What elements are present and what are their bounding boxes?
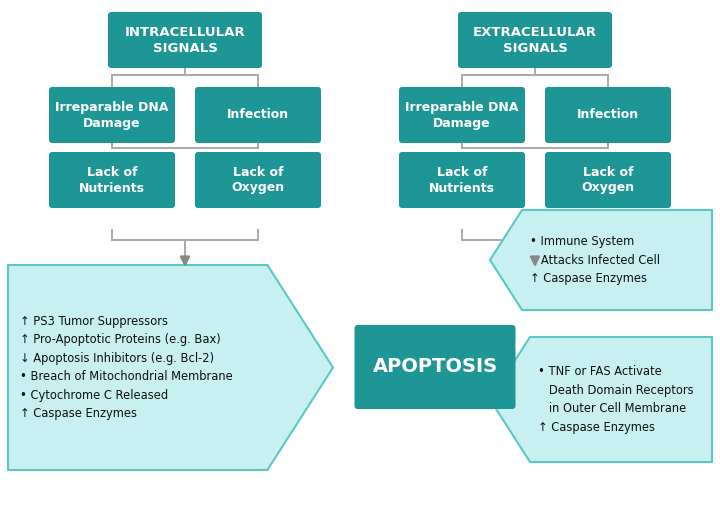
FancyBboxPatch shape <box>354 325 516 409</box>
Polygon shape <box>490 337 712 462</box>
Text: ↑ PS3 Tumor Suppressors
↑ Pro-Apoptotic Proteins (e.g. Bax)
↓ Apoptosis Inhibito: ↑ PS3 Tumor Suppressors ↑ Pro-Apoptotic … <box>20 315 233 420</box>
FancyBboxPatch shape <box>195 87 321 143</box>
Text: Irreparable DNA
Damage: Irreparable DNA Damage <box>405 101 518 129</box>
Polygon shape <box>490 210 712 310</box>
FancyBboxPatch shape <box>545 87 671 143</box>
Text: Infection: Infection <box>577 109 639 121</box>
FancyBboxPatch shape <box>458 12 612 68</box>
FancyBboxPatch shape <box>545 152 671 208</box>
Text: Infection: Infection <box>227 109 289 121</box>
Text: Irreparable DNA
Damage: Irreparable DNA Damage <box>55 101 168 129</box>
FancyBboxPatch shape <box>195 152 321 208</box>
Polygon shape <box>8 265 333 470</box>
Text: • TNF or FAS Activate
   Death Domain Receptors
   in Outer Cell Membrane
↑ Casp: • TNF or FAS Activate Death Domain Recep… <box>538 365 693 434</box>
FancyBboxPatch shape <box>399 87 525 143</box>
Text: Lack of
Oxygen: Lack of Oxygen <box>231 165 284 195</box>
Text: Lack of
Nutrients: Lack of Nutrients <box>79 165 145 195</box>
Text: INTRACELLULAR
SIGNALS: INTRACELLULAR SIGNALS <box>125 25 246 55</box>
FancyBboxPatch shape <box>49 87 175 143</box>
Text: Lack of
Nutrients: Lack of Nutrients <box>429 165 495 195</box>
Text: • Immune System
   Attacks Infected Cell
↑ Caspase Enzymes: • Immune System Attacks Infected Cell ↑ … <box>530 235 660 285</box>
Text: APOPTOSIS: APOPTOSIS <box>372 358 498 376</box>
FancyBboxPatch shape <box>49 152 175 208</box>
Text: EXTRACELLULAR
SIGNALS: EXTRACELLULAR SIGNALS <box>473 25 597 55</box>
Text: Lack of
Oxygen: Lack of Oxygen <box>582 165 634 195</box>
FancyBboxPatch shape <box>108 12 262 68</box>
FancyBboxPatch shape <box>399 152 525 208</box>
